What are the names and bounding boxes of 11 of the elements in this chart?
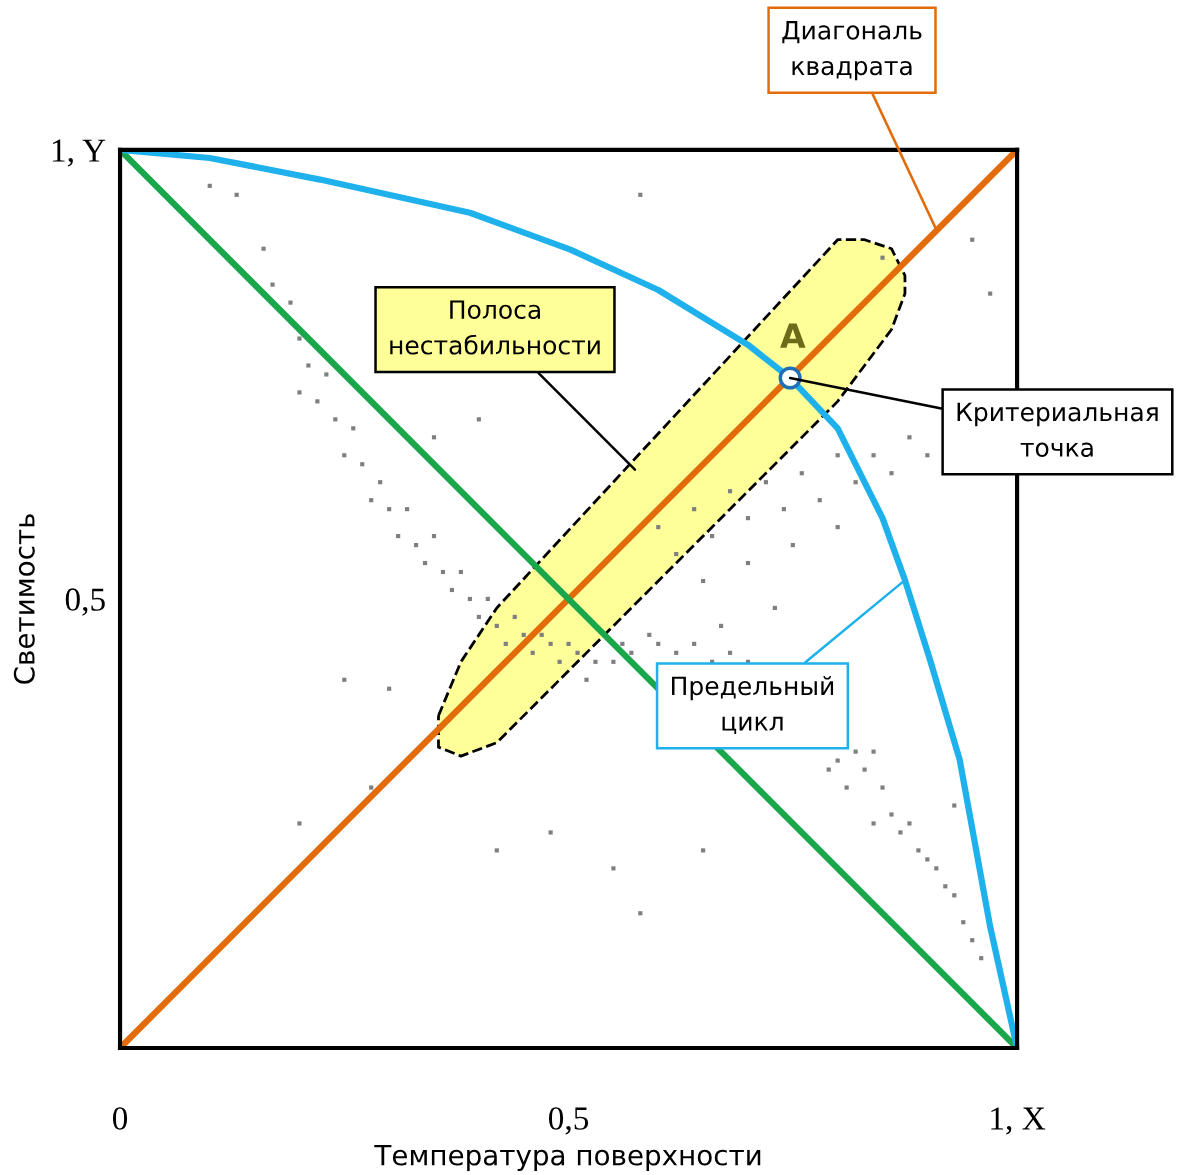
y-axis-title: Светимость — [13, 514, 35, 684]
annotation: Предельный цикл — [672, 676, 834, 734]
annotation: Критериальная точка — [957, 402, 1158, 457]
annotation: Полоса нестабильности — [390, 300, 600, 355]
y-tick-label: 1, Y — [52, 139, 106, 167]
x-axis-title: Температура поверхности — [374, 1144, 761, 1171]
x-tick-label: 0 — [112, 1107, 128, 1130]
x-tick-label: 1, X — [991, 1107, 1046, 1135]
annotation: Диагональ квадрата — [782, 21, 922, 81]
annotation: A — [780, 323, 806, 348]
x-tick-label: 0,5 — [549, 1107, 589, 1135]
